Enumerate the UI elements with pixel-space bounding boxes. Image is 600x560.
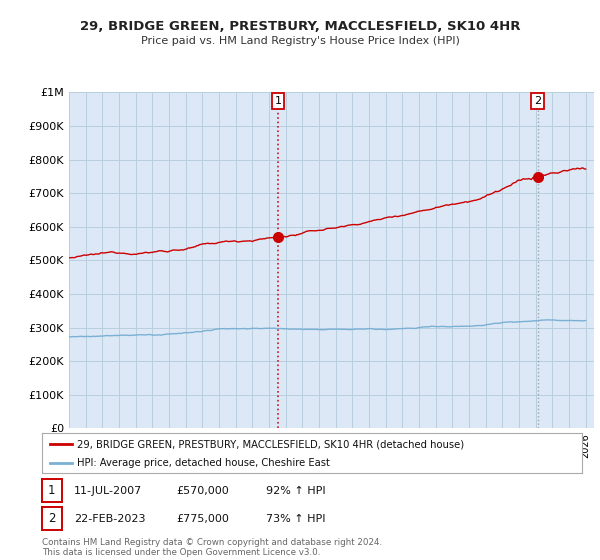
Text: £775,000: £775,000: [176, 514, 229, 524]
Text: 73% ↑ HPI: 73% ↑ HPI: [266, 514, 325, 524]
Text: Contains HM Land Registry data © Crown copyright and database right 2024.
This d: Contains HM Land Registry data © Crown c…: [42, 538, 382, 557]
Text: 29, BRIDGE GREEN, PRESTBURY, MACCLESFIELD, SK10 4HR: 29, BRIDGE GREEN, PRESTBURY, MACCLESFIEL…: [80, 20, 520, 32]
Text: 1: 1: [274, 96, 281, 106]
Text: 2: 2: [48, 512, 56, 525]
Text: 92% ↑ HPI: 92% ↑ HPI: [266, 486, 325, 496]
Text: HPI: Average price, detached house, Cheshire East: HPI: Average price, detached house, Ches…: [77, 458, 330, 468]
Text: 29, BRIDGE GREEN, PRESTBURY, MACCLESFIELD, SK10 4HR (detached house): 29, BRIDGE GREEN, PRESTBURY, MACCLESFIEL…: [77, 439, 464, 449]
Text: £570,000: £570,000: [176, 486, 229, 496]
Text: 2: 2: [534, 96, 541, 106]
Text: 1: 1: [48, 484, 56, 497]
Text: 22-FEB-2023: 22-FEB-2023: [74, 514, 145, 524]
Text: Price paid vs. HM Land Registry's House Price Index (HPI): Price paid vs. HM Land Registry's House …: [140, 36, 460, 46]
Text: 11-JUL-2007: 11-JUL-2007: [74, 486, 142, 496]
